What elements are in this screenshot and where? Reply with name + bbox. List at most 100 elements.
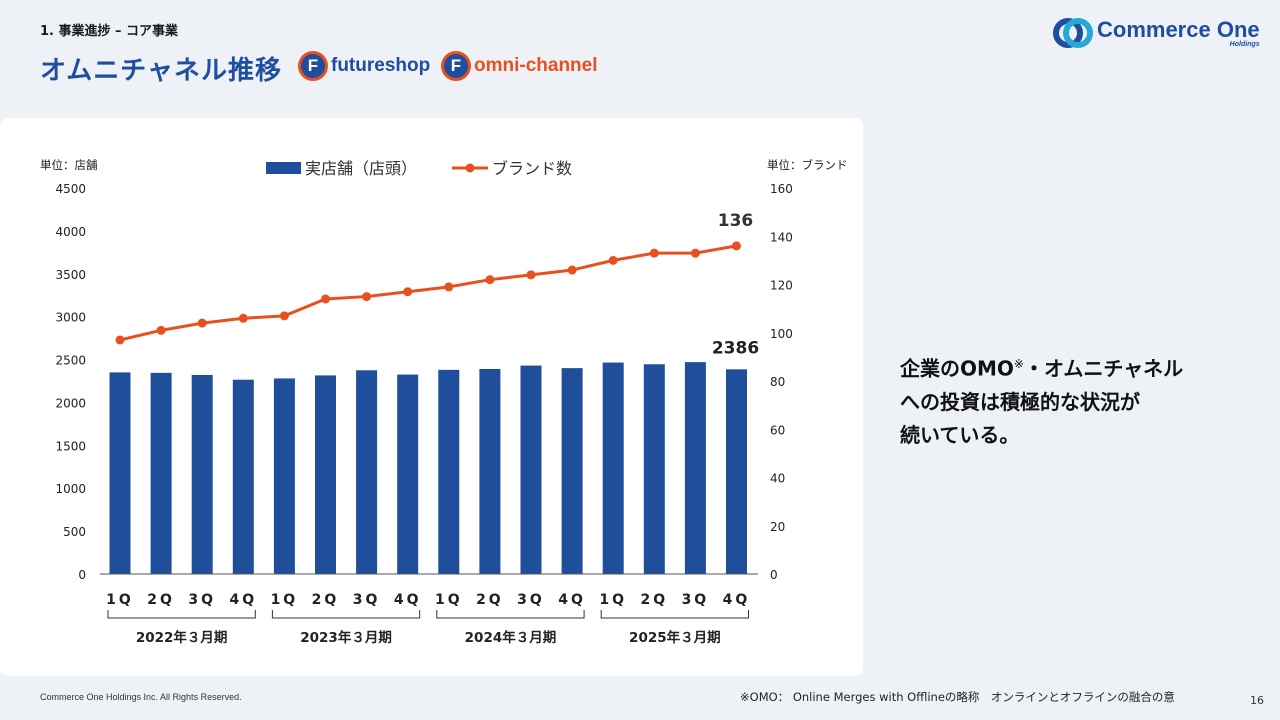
page-number: 16	[1250, 694, 1264, 707]
legend-bar-swatch	[266, 162, 301, 174]
period-bracket	[600, 610, 749, 619]
brand-count-line	[119, 244, 737, 342]
y-left-tick-label: 3000	[55, 311, 86, 325]
brand-count-point	[690, 248, 700, 258]
y-left-tick-label: 3500	[55, 268, 86, 282]
y-right-tick-label: 20	[770, 520, 785, 534]
period-label: 2022年３月期	[136, 629, 228, 646]
brand-count-point	[526, 270, 536, 280]
period-label: 2023年３月期	[300, 629, 392, 646]
legend-line-marker	[465, 163, 475, 173]
bar-stores	[232, 379, 254, 574]
brand-count-point	[321, 294, 330, 304]
y-right-tick-label: 140	[770, 230, 793, 244]
brand-count-point	[608, 255, 618, 265]
x-tick-label: 2Q	[640, 592, 668, 608]
bar-stores	[191, 374, 213, 574]
brand-count-point	[156, 325, 166, 335]
period-label: 2024年３月期	[465, 629, 557, 646]
y-left-tick-label: 2000	[55, 396, 86, 410]
x-tick-label: 4Q	[558, 592, 586, 608]
x-tick-label: 2Q	[476, 592, 504, 608]
futureshop-brand-logo: F futureshop	[298, 50, 430, 82]
footnote: ※OMO： Online Merges with Offlineの略称 オンライ…	[740, 690, 1175, 704]
y-left-tick-label: 4500	[55, 182, 86, 196]
left-axis-unit-label: 単位：店舗	[40, 158, 98, 172]
bar-stores	[602, 362, 624, 574]
right-axis-unit-label: 単位：ブランド	[767, 158, 848, 172]
x-tick-label: 4Q	[394, 592, 422, 608]
brand-count-point	[485, 275, 495, 285]
y-right-tick-label: 120	[770, 279, 793, 293]
y-left-tick-label: 2500	[55, 354, 86, 368]
logo-rings-icon	[1053, 17, 1093, 51]
bar-stores	[520, 365, 542, 574]
bar-stores	[356, 370, 378, 574]
omni-channel-brand-name: omni-channel	[474, 55, 598, 76]
x-tick-label: 3Q	[682, 592, 710, 608]
bar-stores	[438, 369, 460, 574]
x-tick-label: 3Q	[188, 592, 216, 608]
bar-stores	[109, 372, 131, 574]
y-left-tick-label: 1000	[55, 482, 86, 496]
company-logo: Commerce One Holdings	[1053, 14, 1260, 54]
x-tick-label: 4Q	[229, 592, 257, 608]
period-bracket	[271, 610, 421, 619]
x-tick-label: 1Q	[599, 592, 627, 608]
y-right-tick-label: 80	[770, 375, 785, 389]
chart-panel: 単位：店舗 単位：ブランド 実店舗（店頭） ブランド数 0 500 1000 1500 2000…	[0, 118, 863, 676]
x-tick-label: 3Q	[517, 592, 545, 608]
bar-stores	[479, 368, 501, 574]
brand-count-point	[279, 311, 289, 321]
x-tick-label: 2Q	[147, 592, 175, 608]
legend-bar-label: 実店舗（店頭）	[305, 159, 417, 178]
last-point-value-label: 136	[718, 211, 754, 231]
brand-count-point	[197, 318, 207, 328]
brand-count-point	[732, 241, 741, 251]
callout-line2: への投資は積極的な状況が	[900, 389, 1140, 414]
brand-count-point	[649, 248, 659, 258]
brand-count-point	[115, 335, 125, 345]
x-tick-label: 1Q	[271, 592, 299, 608]
page-title: オムニチャネル推移	[40, 56, 282, 86]
y-right-tick-label: 40	[770, 472, 785, 486]
omni-channel-brand-logo: F omni-channel	[441, 50, 598, 82]
callout-footnote-mark: ※	[1013, 357, 1024, 371]
x-tick-label: 1Q	[106, 592, 134, 608]
breadcrumb: 1. 事業進捗 – コア事業	[40, 24, 179, 39]
bar-stores	[643, 364, 665, 574]
period-bracket	[107, 610, 256, 619]
y-left-tick-label: 0	[78, 568, 86, 582]
callout-line1a: 企業のOMO	[900, 356, 1014, 381]
bar-stores	[273, 378, 295, 574]
x-tick-label: 4Q	[723, 592, 751, 608]
y-right-tick-label: 160	[770, 182, 793, 196]
last-bar-value-label: 2386	[712, 338, 759, 358]
brand-count-point	[238, 313, 248, 323]
y-left-tick-label: 1500	[55, 439, 86, 453]
callout-line3: 続いている。	[900, 422, 1020, 447]
period-bracket	[436, 610, 585, 619]
legend-line-label: ブランド数	[492, 159, 572, 178]
y-right-tick-label: 60	[770, 423, 785, 437]
logo-wordmark: Commerce One	[1097, 17, 1260, 42]
y-right-tick-label: 100	[770, 327, 793, 341]
futureshop-brand-name: futureshop	[331, 55, 431, 76]
brand-count-point	[403, 287, 413, 297]
period-label: 2025年３月期	[629, 629, 721, 646]
x-tick-label: 1Q	[435, 592, 463, 608]
brand-count-point	[567, 265, 577, 275]
x-tick-label: 2Q	[312, 592, 340, 608]
bar-stores	[726, 369, 747, 574]
brand-count-point	[362, 292, 372, 302]
bar-stores	[684, 362, 706, 574]
logo-subtitle: Holdings	[1229, 41, 1260, 48]
combo-chart: 単位：店舗 単位：ブランド 実店舗（店頭） ブランド数 0 500 1000 1500 2000…	[40, 158, 848, 646]
bar-stores	[561, 368, 583, 574]
callout-text: 企業のOMO※・オムニチャネル への投資は積極的な状況が 続いている。	[900, 348, 1183, 452]
bar-stores	[315, 375, 336, 574]
bar-stores	[397, 374, 419, 574]
omni-channel-f-icon: F	[441, 51, 471, 81]
y-left-tick-label: 500	[63, 525, 86, 539]
copyright: Commerce One Holdings Inc. All Rights Re…	[40, 692, 242, 702]
